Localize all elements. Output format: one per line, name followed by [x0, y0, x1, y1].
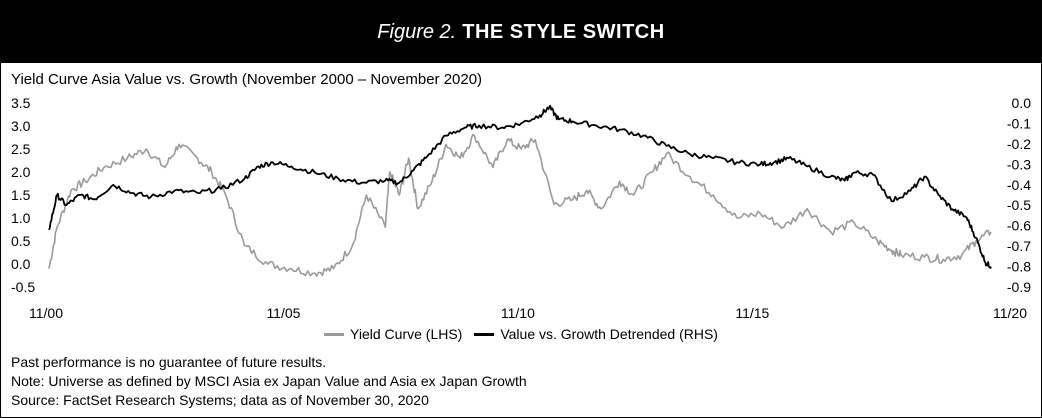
yield-curve-line	[48, 133, 992, 277]
y-right-tick-label: 0.0	[1012, 95, 1032, 111]
legend-swatch-value-growth	[474, 332, 495, 336]
figure-banner: Figure 2. THE STYLE SWITCH	[1, 1, 1041, 63]
disclaimer-note: Past performance is no guarantee of futu…	[11, 354, 327, 370]
y-right-tick-label: -0.2	[1007, 136, 1031, 152]
y-left-tick-label: 3.0	[11, 118, 31, 134]
chart-title: Yield Curve Asia Value vs. Growth (Novem…	[11, 71, 483, 88]
y-right-tick-label: -0.1	[1007, 115, 1031, 131]
source-note: Source: FactSet Research Systems; data a…	[11, 392, 429, 408]
legend-label-yield-curve: Yield Curve (LHS)	[350, 326, 463, 342]
legend-item-yield-curve: Yield Curve (LHS)	[324, 326, 462, 342]
x-tick-label: 11/10	[501, 305, 535, 321]
x-tick-label: 11/05	[266, 305, 300, 321]
figure-label: Figure 2.	[377, 20, 457, 43]
footnotes: Past performance is no guarantee of futu…	[11, 353, 527, 410]
legend-label-value-growth: Value vs. Growth Detrended (RHS)	[500, 326, 718, 342]
y-left-tick-label: 1.5	[11, 187, 31, 203]
y-left-tick-label: 0.5	[11, 233, 31, 249]
x-tick-label: 11/15	[735, 305, 769, 321]
y-left-tick-label: 0.0	[11, 256, 31, 272]
y-right-tick-label: -0.5	[1007, 197, 1031, 213]
legend-swatch-yield-curve	[324, 332, 345, 336]
legend-item-value-growth: Value vs. Growth Detrended (RHS)	[474, 326, 718, 342]
y-right-tick-label: -0.4	[1007, 177, 1031, 193]
y-left-tick-label: 1.0	[11, 210, 31, 226]
figure-title: THE STYLE SWITCH	[462, 20, 665, 43]
x-tick-label: 11/20	[993, 305, 1027, 321]
y-left-tick-label: 3.5	[11, 95, 31, 111]
y-left-tick-label: -0.5	[11, 279, 35, 295]
x-tick-label: 11/00	[29, 305, 63, 321]
value-growth-line	[48, 104, 992, 270]
y-left-tick-label: 2.0	[11, 164, 31, 180]
legend: Yield Curve (LHS) Value vs. Growth Detre…	[1, 326, 1041, 342]
y-left-tick-label: 2.5	[11, 141, 31, 157]
y-right-tick-label: -0.6	[1007, 218, 1031, 234]
y-right-tick-label: -0.8	[1007, 259, 1031, 275]
line-chart: 3.5 3.0 2.5 2.0 1.5 1.0 0.5 0.0 -0.5 0.0 -0.1 -0.2 -…	[11, 95, 1032, 321]
universe-note: Note: Universe as defined by MSCI Asia e…	[11, 373, 527, 389]
y-right-tick-label: -0.9	[1007, 279, 1031, 295]
y-right-tick-label: -0.3	[1007, 156, 1031, 172]
y-right-tick-label: -0.7	[1007, 238, 1031, 254]
